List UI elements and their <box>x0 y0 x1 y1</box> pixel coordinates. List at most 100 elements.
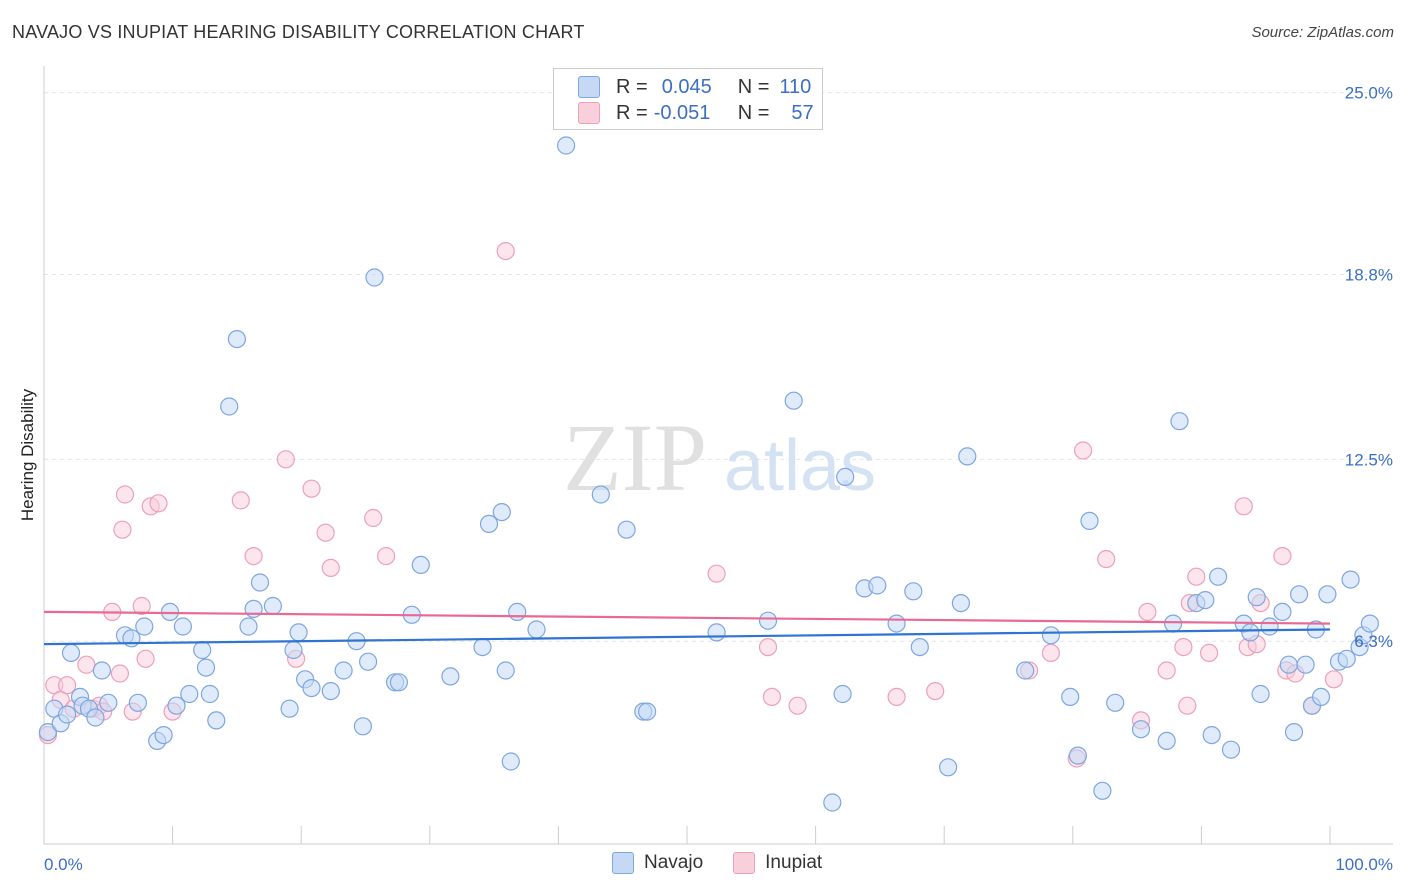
navajo-point <box>904 582 923 601</box>
navajo-point <box>823 793 842 812</box>
navajo-point <box>196 658 216 677</box>
inupiat-point <box>1178 696 1197 715</box>
navajo-point <box>1341 570 1360 589</box>
inupiat-swatch <box>733 852 756 874</box>
navajo-point <box>1337 649 1356 668</box>
navajo-point <box>227 330 246 349</box>
navajo-point <box>1196 590 1215 610</box>
inupiat-point <box>149 494 168 513</box>
inupiat-point <box>1073 441 1093 460</box>
inupiat-point <box>1157 661 1176 680</box>
navajo-point <box>1106 693 1125 712</box>
legend-r-value: -0.051 <box>653 101 711 124</box>
navajo-point <box>591 485 610 504</box>
inupiat-point <box>57 676 77 695</box>
navajo-point <box>707 623 726 642</box>
navajo-point <box>910 637 929 657</box>
inupiat-point <box>887 687 906 707</box>
inupiat-point <box>1138 602 1157 622</box>
navajo-point <box>193 640 212 660</box>
navajo-point <box>501 752 520 771</box>
navajo-point <box>473 637 492 657</box>
navajo-point <box>1247 588 1266 607</box>
navajo-point <box>492 502 511 522</box>
navajo-swatch <box>612 852 634 874</box>
navajo-point <box>868 576 887 595</box>
legend-n-label: N = <box>737 75 770 98</box>
inupiat-point <box>115 485 135 504</box>
navajo-point <box>92 661 112 680</box>
navajo-point <box>508 602 527 622</box>
navajo-point <box>496 661 515 680</box>
navajo-point <box>154 725 173 745</box>
navajo-point <box>1080 511 1099 531</box>
y-tick-label: 18.8% <box>1345 266 1393 285</box>
navajo-point <box>57 705 77 724</box>
navajo-point <box>1318 585 1337 604</box>
y-tick-label: 6.3% <box>1354 632 1393 651</box>
series-navajo-points <box>38 136 1380 812</box>
navajo-point <box>1170 412 1189 431</box>
inupiat-point <box>110 664 130 683</box>
watermark: ZIP atlas <box>563 404 876 511</box>
navajo-point <box>353 717 372 736</box>
inupiat-trend-line <box>43 610 1331 625</box>
inupiat-point <box>1324 670 1344 689</box>
inupiat-point <box>377 546 396 566</box>
navajo-point <box>289 623 308 642</box>
legend-item-navajo[interactable]: Navajo <box>612 852 703 874</box>
navajo-point <box>1016 661 1035 680</box>
inupiat-point <box>1199 643 1219 663</box>
legend-row-navajo: R = 0.045 N = 110 <box>578 75 811 99</box>
inupiat-point <box>1041 643 1061 663</box>
navajo-point <box>958 447 977 466</box>
inupiat-point <box>926 681 945 701</box>
legend-row-inupiat: R = -0.051 N = 57 <box>578 101 814 125</box>
inupiat-point <box>762 687 782 707</box>
navajo-point <box>173 617 192 636</box>
legend-r-label: R = <box>616 75 648 98</box>
legend-item-inupiat[interactable]: Inupiat <box>733 852 822 874</box>
watermark-zip: ZIP <box>563 404 707 511</box>
navajo-point <box>887 614 906 633</box>
navajo-point <box>836 467 855 486</box>
inupiat-point <box>1097 549 1116 569</box>
correlation-legend: R = 0.045 N = 110 R = -0.051 N = 57 <box>553 68 823 130</box>
navajo-point <box>1093 781 1112 800</box>
navajo-point <box>1296 655 1315 674</box>
inupiat-point <box>136 649 155 668</box>
navajo-point <box>833 684 852 704</box>
navajo-point <box>1284 722 1304 742</box>
navajo-point <box>411 555 430 575</box>
inupiat-point <box>276 450 295 469</box>
inupiat-point <box>77 655 96 674</box>
navajo-point <box>180 684 199 704</box>
navajo-point <box>637 702 657 721</box>
navajo-point <box>167 696 186 715</box>
inupiat-swatch <box>578 102 600 124</box>
navajo-point <box>1041 626 1061 645</box>
inupiat-point <box>316 523 335 542</box>
inupiat-point <box>1234 497 1253 516</box>
inupiat-point <box>1273 546 1292 566</box>
navajo-point <box>1061 687 1080 707</box>
navajo-point <box>284 640 303 660</box>
watermark-atlas: atlas <box>724 426 876 506</box>
navajo-point <box>389 673 408 692</box>
navajo-point <box>38 722 58 742</box>
navajo-point <box>784 391 803 410</box>
navajo-point <box>527 620 546 639</box>
legend-label-navajo: Navajo <box>644 852 704 873</box>
legend-label-inupiat: Inupiat <box>765 852 823 873</box>
navajo-point <box>1289 585 1309 604</box>
navajo-point <box>1311 687 1331 707</box>
navajo-point <box>128 693 147 712</box>
inupiat-point <box>244 546 263 566</box>
navajo-point <box>479 514 499 534</box>
axes <box>43 66 1393 845</box>
inupiat-point <box>231 491 250 510</box>
x-tick-label: 0.0% <box>44 855 83 874</box>
navajo-point <box>321 681 340 701</box>
legend-n-label: N = <box>737 101 770 124</box>
navajo-point <box>207 711 226 730</box>
